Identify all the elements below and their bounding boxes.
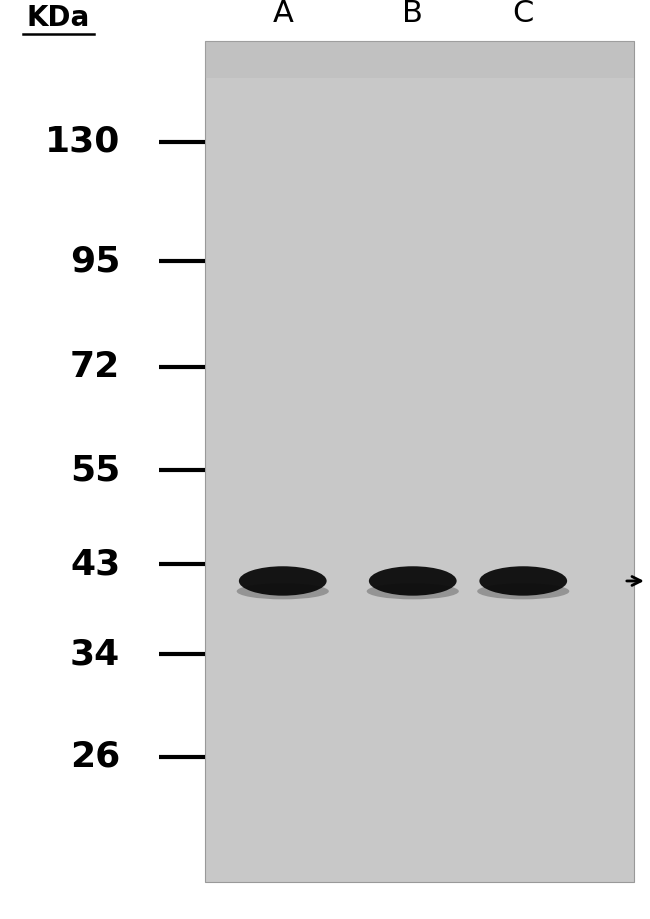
Text: C: C bbox=[513, 0, 534, 28]
Ellipse shape bbox=[480, 566, 567, 596]
Text: 130: 130 bbox=[45, 125, 120, 159]
Text: 34: 34 bbox=[70, 637, 120, 671]
Ellipse shape bbox=[367, 584, 459, 599]
Text: B: B bbox=[402, 0, 423, 28]
Ellipse shape bbox=[477, 584, 569, 599]
Text: 72: 72 bbox=[70, 350, 120, 384]
Text: 55: 55 bbox=[70, 453, 120, 487]
Text: 43: 43 bbox=[70, 548, 120, 582]
Text: 26: 26 bbox=[70, 740, 120, 774]
Bar bbox=[205, 41, 634, 78]
Ellipse shape bbox=[237, 584, 329, 599]
Ellipse shape bbox=[369, 566, 456, 596]
Text: 95: 95 bbox=[70, 244, 120, 278]
Bar bbox=[205, 41, 634, 882]
Ellipse shape bbox=[239, 566, 326, 596]
Text: KDa: KDa bbox=[27, 5, 90, 32]
Text: A: A bbox=[272, 0, 293, 28]
